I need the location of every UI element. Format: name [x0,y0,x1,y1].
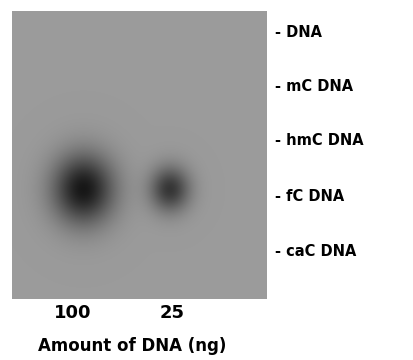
Text: - hmC DNA: - hmC DNA [275,133,363,148]
Text: - fC DNA: - fC DNA [275,189,344,204]
Text: Amount of DNA (ng): Amount of DNA (ng) [38,337,226,355]
Text: 25: 25 [159,304,184,322]
Text: - mC DNA: - mC DNA [275,79,353,94]
Text: 100: 100 [54,304,91,322]
Text: - DNA: - DNA [275,25,322,40]
Text: - caC DNA: - caC DNA [275,244,356,260]
